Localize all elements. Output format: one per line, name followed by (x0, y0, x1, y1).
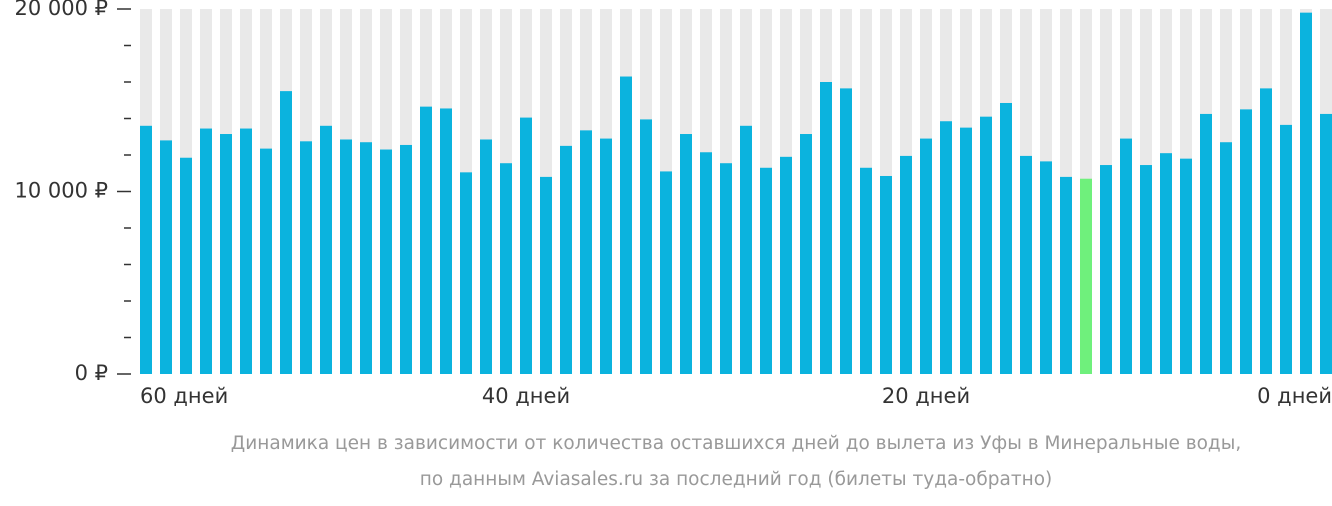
bar (740, 125, 752, 374)
bar (680, 134, 692, 374)
bar (1200, 113, 1212, 374)
bar (600, 138, 612, 374)
bar (1220, 142, 1232, 374)
caption: Динамика цен в зависимости от количества… (231, 433, 1241, 454)
bar (1320, 113, 1332, 374)
x-tick-label: 0 дней (1257, 384, 1332, 408)
bar (940, 121, 952, 374)
bar (1180, 158, 1192, 374)
bar (160, 140, 172, 374)
y-tick-label: 10 000 ₽ (14, 179, 108, 203)
bar (820, 82, 832, 374)
bar (140, 125, 152, 374)
bar (460, 172, 472, 374)
bar (1240, 109, 1252, 374)
bar (320, 125, 332, 374)
x-tick-label: 60 дней (140, 384, 228, 408)
bar (920, 138, 932, 374)
bar (480, 139, 492, 374)
bar (700, 152, 712, 374)
bar (1060, 176, 1072, 374)
bar (1000, 102, 1012, 375)
bar (780, 156, 792, 374)
bar (960, 127, 972, 374)
bar (560, 145, 572, 374)
bar (520, 117, 532, 375)
bar (880, 175, 892, 374)
bar (640, 119, 652, 374)
bar (1140, 165, 1152, 374)
bar (440, 108, 452, 375)
bar (1160, 153, 1172, 374)
bar (1080, 178, 1092, 374)
bar (1280, 124, 1292, 374)
bar (420, 106, 432, 374)
bar (180, 157, 192, 374)
bar (660, 171, 672, 374)
x-tick-label: 40 дней (482, 384, 570, 408)
bar (260, 148, 272, 374)
bar (800, 134, 812, 374)
bar (360, 142, 372, 374)
bar (1300, 12, 1312, 375)
bar (620, 76, 632, 375)
bar (580, 130, 592, 374)
bar (380, 149, 392, 374)
bar (980, 116, 992, 375)
x-tick-label: 20 дней (882, 384, 970, 408)
bar (200, 128, 212, 374)
bar (1100, 165, 1112, 374)
bar (300, 141, 312, 374)
bar (280, 91, 292, 374)
bar (540, 176, 552, 374)
bar (500, 163, 512, 374)
bar (900, 155, 912, 374)
bar (1120, 138, 1132, 374)
y-tick-label: 20 000 ₽ (14, 0, 108, 20)
bar (860, 167, 872, 374)
y-tick-label: 0 ₽ (75, 361, 108, 385)
bar (720, 163, 732, 374)
bar (1040, 161, 1052, 374)
bar (400, 144, 412, 374)
caption: по данным Aviasales.ru за последний год … (420, 469, 1053, 490)
bar (340, 139, 352, 374)
bar (1260, 88, 1272, 374)
bar (1020, 155, 1032, 374)
bar (840, 88, 852, 374)
bar (760, 167, 772, 374)
bar (220, 134, 232, 374)
bar (240, 128, 252, 374)
